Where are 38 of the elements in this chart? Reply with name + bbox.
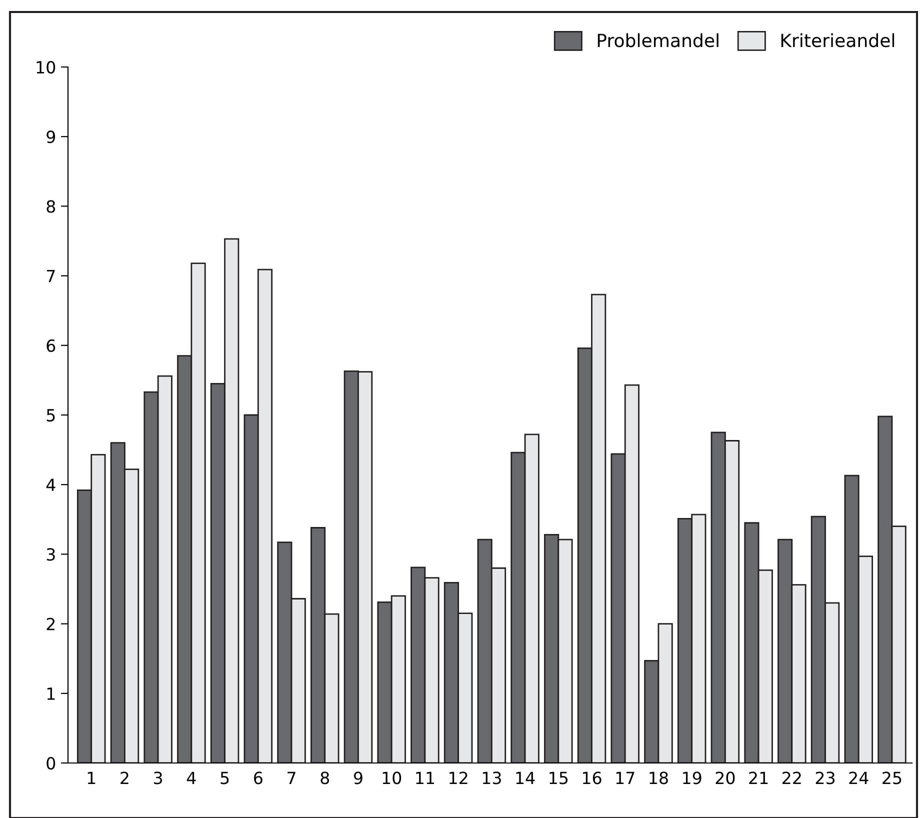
x-tick-label: 9 bbox=[354, 772, 362, 784]
x-tick-label: 5 bbox=[220, 772, 229, 784]
x-tick-label: 7 bbox=[288, 772, 296, 784]
y-tick-label: 10 bbox=[36, 60, 56, 74]
y-tick-label: 0 bbox=[46, 756, 56, 770]
x-tick-label: 24 bbox=[849, 772, 868, 784]
x-tick-label: 3 bbox=[154, 772, 162, 784]
x-tick-label: 8 bbox=[320, 772, 330, 784]
x-tick-label: 13 bbox=[482, 772, 501, 784]
y-tick-label: 1 bbox=[47, 688, 55, 700]
x-tick-label: 16 bbox=[582, 772, 602, 784]
x-tick-label: 4 bbox=[186, 772, 196, 784]
legend-label: Problemandel bbox=[598, 33, 718, 48]
x-tick-label: 20 bbox=[716, 772, 735, 784]
y-tick-label: 2 bbox=[46, 618, 55, 630]
x-tick-label: 14 bbox=[516, 772, 535, 784]
y-tick-label: 7 bbox=[46, 270, 55, 282]
legend-label: Kriterieandel bbox=[781, 33, 894, 48]
y-tick-label: 5 bbox=[46, 409, 55, 422]
y-tick-label: 4 bbox=[46, 478, 56, 491]
x-tick-label: 6 bbox=[254, 772, 262, 784]
x-tick-label: 10 bbox=[382, 772, 402, 784]
y-tick-label: 3 bbox=[46, 548, 55, 561]
y-tick-label: 8 bbox=[46, 200, 56, 213]
x-tick-label: 19 bbox=[683, 772, 702, 784]
y-tick-label: 6 bbox=[46, 339, 56, 352]
x-tick-label: 17 bbox=[616, 772, 634, 784]
x-tick-label: 2 bbox=[120, 772, 128, 784]
x-tick-label: 21 bbox=[749, 772, 768, 784]
x-tick-label: 15 bbox=[550, 772, 568, 784]
x-tick-label: 18 bbox=[650, 772, 668, 784]
x-tick-label: 23 bbox=[816, 772, 835, 784]
x-tick-label: 22 bbox=[782, 772, 801, 784]
x-tick-label: 25 bbox=[882, 772, 902, 784]
x-tick-label: 11 bbox=[416, 772, 434, 784]
y-tick-label: 9 bbox=[46, 130, 56, 144]
x-tick-label: 12 bbox=[450, 772, 468, 784]
x-tick-label: 1 bbox=[88, 772, 96, 784]
